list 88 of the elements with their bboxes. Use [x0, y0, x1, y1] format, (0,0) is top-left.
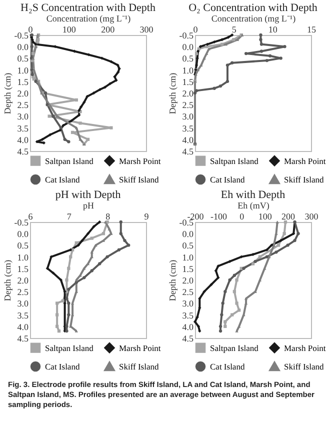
y-tick-label: 2.0: [17, 276, 29, 286]
y-tick-label: -0.5: [14, 30, 29, 40]
y-tick-label: 3.0: [17, 112, 29, 122]
x-tick-label: 200: [101, 24, 116, 34]
x-tick-label: 15: [307, 24, 316, 34]
y-tick-label: 2.0: [182, 276, 194, 286]
y-tick-label: 4.5: [17, 334, 29, 344]
x-tick-label: 10: [268, 24, 278, 34]
x-tick-label: 7: [66, 212, 72, 222]
y-tick-label: 3.0: [182, 298, 194, 309]
y-tick-label: 4.5: [182, 334, 194, 344]
y-tick-label: 1.5: [182, 76, 194, 87]
y-tick-label: 0.5: [182, 240, 194, 251]
x-axis-title: pH: [83, 200, 94, 210]
y-tick-label: 3.5: [182, 310, 194, 320]
y-tick-label: 3.0: [182, 112, 194, 122]
y-tick-label: 4.0: [17, 134, 29, 145]
x-tick-label: 200: [282, 212, 296, 222]
x-tick-label: 6: [28, 212, 34, 222]
y-tick-label: 4.0: [182, 322, 194, 332]
y-axis-title: Depth (cm): [2, 72, 12, 114]
y-tick-label: 0.5: [17, 240, 29, 251]
legend-label: Skiff Island: [119, 174, 160, 184]
y-axis-title: Depth (cm): [167, 260, 178, 302]
x-tick-label: 100: [62, 24, 76, 34]
y-tick-label: 0.0: [182, 42, 194, 52]
y-tick-label: 0.0: [182, 229, 194, 240]
x-tick-label: 0: [28, 24, 34, 34]
legend-label: Marsh Point: [284, 342, 326, 353]
legend-label: Cat Island: [210, 362, 246, 372]
y-tick-label: 2.0: [17, 88, 29, 98]
y-tick-label: -0.5: [179, 30, 194, 40]
y-tick-label: 2.0: [182, 88, 194, 98]
x-tick-label: 8: [106, 212, 111, 222]
y-tick-label: 4.5: [17, 146, 29, 156]
y-tick-label: 1.0: [17, 252, 29, 262]
legend-label: Saltpan Island: [45, 342, 94, 353]
x-axis-title: Concentration (mg L⁻¹): [211, 14, 296, 24]
y-tick-label: 4.5: [182, 146, 194, 156]
y-tick-label: 1.0: [182, 252, 194, 262]
y-tick-label: 3.5: [182, 123, 194, 134]
chart-title: H₂S Concentration with Depth: [20, 2, 156, 14]
y-tick-label: 3.5: [17, 123, 29, 134]
legend-label: Cat Island: [210, 174, 246, 184]
y-tick-label: 1.5: [17, 76, 29, 87]
y-tick-label: 1.0: [182, 65, 194, 76]
y-tick-label: 2.5: [17, 100, 29, 110]
x-axis-title: Concentration (mg L⁻¹): [46, 14, 131, 24]
chart-title: pH with Depth: [55, 189, 122, 201]
legend-label: Marsh Point: [119, 156, 162, 166]
legend-label: Saltpan Island: [210, 342, 260, 353]
legend-label: Marsh Point: [284, 156, 326, 166]
y-tick-label: 0.0: [17, 42, 29, 52]
x-tick-label: 100: [258, 212, 272, 222]
y-tick-label: 2.5: [182, 287, 194, 298]
x-tick-label: 0: [240, 212, 245, 222]
x-axis-title: Eh (mV): [238, 200, 270, 210]
y-tick-label: 0.0: [17, 229, 29, 240]
y-tick-label: -0.5: [14, 218, 29, 228]
y-axis-title: Depth (cm): [2, 260, 12, 302]
legend-label: Marsh Point: [119, 342, 162, 353]
y-axis-title: Depth (cm): [167, 72, 178, 114]
chart-title: Eh with Depth: [220, 189, 286, 201]
y-tick-label: 1.5: [182, 264, 194, 274]
y-tick-label: 0.5: [17, 54, 29, 64]
legend-label: Skiff Island: [284, 174, 324, 184]
x-tick-label: 9: [144, 212, 150, 222]
legend-label: Skiff Island: [119, 362, 160, 372]
y-tick-label: 4.0: [182, 134, 194, 145]
legend-label: Saltpan Island: [210, 156, 260, 166]
x-tick-label: 300: [140, 24, 154, 34]
chart-title: O₂ Concentration with Depth: [188, 2, 318, 14]
y-tick-label: 0.5: [182, 54, 194, 64]
x-tick-label: -100: [210, 212, 228, 222]
y-tick-label: 3.5: [17, 310, 29, 320]
legend-label: Saltpan Island: [45, 156, 94, 166]
legend-label: Skiff Island: [284, 362, 324, 372]
y-tick-label: 2.5: [17, 287, 29, 298]
x-tick-label: 300: [304, 212, 319, 222]
y-tick-label: 4.0: [17, 322, 29, 332]
legend-label: Cat Island: [45, 362, 80, 372]
y-tick-label: 2.5: [182, 100, 194, 110]
y-tick-label: 1.0: [17, 65, 29, 76]
y-tick-label: 1.5: [17, 264, 29, 274]
x-tick-label: 0: [193, 24, 198, 34]
legend-label: Cat Island: [45, 174, 80, 184]
y-tick-label: 3.0: [17, 298, 29, 309]
x-tick-label: 5: [232, 24, 237, 34]
